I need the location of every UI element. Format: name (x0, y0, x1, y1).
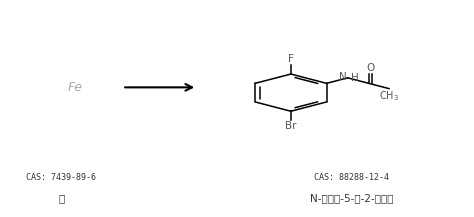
Text: N: N (338, 72, 346, 82)
Text: N-乙酰基-5-溨-2-氟苯胺: N-乙酰基-5-溨-2-氟苯胺 (310, 193, 393, 203)
Text: H: H (351, 73, 359, 83)
Text: Fe: Fe (68, 81, 83, 94)
Text: O: O (366, 63, 374, 73)
Text: 铁: 铁 (58, 193, 64, 203)
Text: Br: Br (285, 121, 297, 131)
Text: CAS: 88288-12-4: CAS: 88288-12-4 (314, 173, 389, 182)
Text: CAS: 7439-89-6: CAS: 7439-89-6 (27, 173, 96, 182)
Text: CH$_3$: CH$_3$ (379, 89, 399, 103)
Text: F: F (288, 54, 294, 64)
